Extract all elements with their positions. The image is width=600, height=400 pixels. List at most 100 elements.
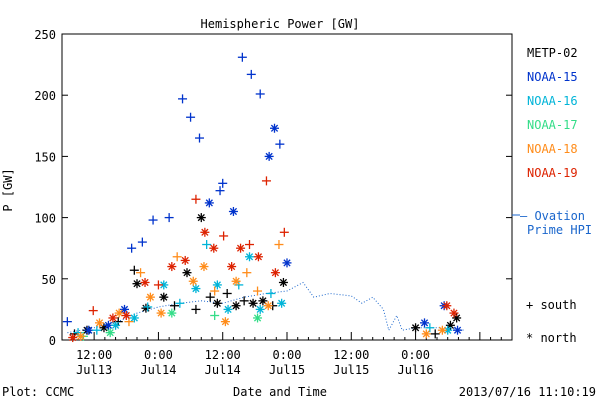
north-point bbox=[245, 252, 254, 262]
y-tick-label: 100 bbox=[34, 212, 56, 226]
north-point bbox=[196, 213, 206, 223]
x-tick-label: 0:00 bbox=[401, 348, 430, 362]
north-point bbox=[258, 296, 268, 306]
x-tick-label: 12:00 bbox=[76, 348, 112, 362]
south-point bbox=[148, 215, 158, 225]
legend-entry: NOAA-16 bbox=[527, 94, 578, 108]
south-point bbox=[255, 89, 265, 99]
south-point bbox=[172, 252, 182, 262]
marker-stroke bbox=[205, 199, 213, 207]
marker-stroke bbox=[69, 333, 77, 342]
marker-stroke bbox=[256, 305, 264, 314]
x-tick-label: 0:00 bbox=[144, 348, 173, 362]
north-point bbox=[191, 284, 201, 294]
north-point bbox=[248, 298, 258, 308]
south-point bbox=[261, 176, 271, 186]
marker-stroke bbox=[420, 319, 429, 327]
marker-stroke bbox=[181, 256, 189, 265]
marker-stroke bbox=[210, 244, 218, 252]
south-point bbox=[191, 304, 201, 314]
y-tick-label: 200 bbox=[34, 89, 56, 103]
y-tick-label: 250 bbox=[34, 28, 56, 42]
marker-stroke bbox=[189, 277, 197, 285]
marker-stroke bbox=[422, 330, 430, 338]
marker-stroke bbox=[270, 124, 279, 132]
north-point bbox=[105, 328, 115, 338]
north-point bbox=[76, 331, 86, 341]
south-point bbox=[153, 280, 163, 290]
marker-stroke bbox=[157, 309, 165, 317]
marker-stroke bbox=[232, 277, 240, 285]
y-tick-label: 0 bbox=[49, 334, 56, 348]
north-point bbox=[442, 301, 452, 311]
marker-stroke bbox=[141, 278, 149, 287]
north-point bbox=[264, 151, 274, 161]
north-point bbox=[253, 252, 263, 262]
north-point bbox=[167, 308, 177, 318]
marker-stroke bbox=[221, 318, 230, 326]
north-point bbox=[68, 333, 78, 343]
y-axis: 0 50 100 150 200 250 bbox=[34, 28, 512, 348]
north-point bbox=[255, 304, 265, 314]
marker-stroke bbox=[95, 319, 104, 327]
north-point bbox=[204, 198, 214, 208]
south-point bbox=[136, 268, 146, 278]
north-point bbox=[231, 276, 241, 286]
south-point bbox=[245, 240, 254, 250]
marker-stroke bbox=[146, 293, 155, 301]
marker-stroke bbox=[283, 259, 291, 267]
x-tick-label-date: Jul14 bbox=[140, 363, 176, 377]
north-point bbox=[182, 268, 192, 278]
plot-timestamp: 2013/07/16 11:10:19 bbox=[459, 385, 596, 399]
south-point bbox=[178, 94, 188, 104]
north-point bbox=[453, 325, 463, 335]
marker-stroke bbox=[444, 326, 452, 334]
north-point bbox=[140, 277, 150, 287]
north-point bbox=[95, 318, 104, 328]
south-point bbox=[202, 240, 212, 250]
south-point bbox=[215, 186, 225, 196]
marker-stroke bbox=[453, 326, 462, 334]
marker-stroke bbox=[120, 305, 129, 314]
marker-stroke bbox=[160, 293, 168, 301]
north-point bbox=[411, 323, 421, 333]
south-point bbox=[253, 286, 263, 296]
north-point bbox=[231, 301, 241, 311]
south-point bbox=[210, 286, 220, 296]
south-point bbox=[127, 243, 137, 253]
legend-entry: NOAA-17 bbox=[527, 118, 578, 132]
marker-stroke bbox=[133, 280, 141, 288]
north-point bbox=[180, 255, 190, 265]
north-point bbox=[159, 292, 169, 302]
marker-stroke bbox=[254, 253, 263, 261]
north-point bbox=[263, 301, 273, 311]
south-point bbox=[218, 178, 228, 188]
south-point bbox=[62, 317, 72, 327]
north-point bbox=[111, 320, 121, 330]
x-tick-label: 12:00 bbox=[333, 348, 369, 362]
chart-title: Hemispheric Power [GW] bbox=[201, 17, 360, 31]
marker-stroke bbox=[229, 207, 238, 216]
marker-stroke bbox=[264, 302, 272, 310]
legend-ovation-line2: Prime HPI bbox=[527, 223, 592, 237]
south-point bbox=[242, 268, 252, 278]
north-point bbox=[108, 313, 118, 323]
north-point bbox=[421, 329, 431, 339]
north-point bbox=[121, 311, 131, 321]
legend-entry: NOAA-19 bbox=[527, 166, 578, 180]
north-point bbox=[167, 262, 177, 272]
south-point bbox=[191, 194, 201, 204]
south-point bbox=[425, 323, 435, 333]
marker-stroke bbox=[85, 326, 93, 334]
south-point bbox=[219, 231, 229, 241]
north-point bbox=[141, 303, 151, 313]
marker-stroke bbox=[168, 309, 176, 317]
south-point bbox=[195, 133, 204, 143]
north-point bbox=[227, 262, 237, 272]
x-tick-label-date: Jul13 bbox=[76, 363, 112, 377]
south-point bbox=[239, 296, 249, 306]
marker-stroke bbox=[232, 302, 240, 310]
north-point bbox=[84, 325, 94, 335]
data-points bbox=[62, 52, 463, 343]
x-tick-label-date: Jul16 bbox=[398, 363, 434, 377]
